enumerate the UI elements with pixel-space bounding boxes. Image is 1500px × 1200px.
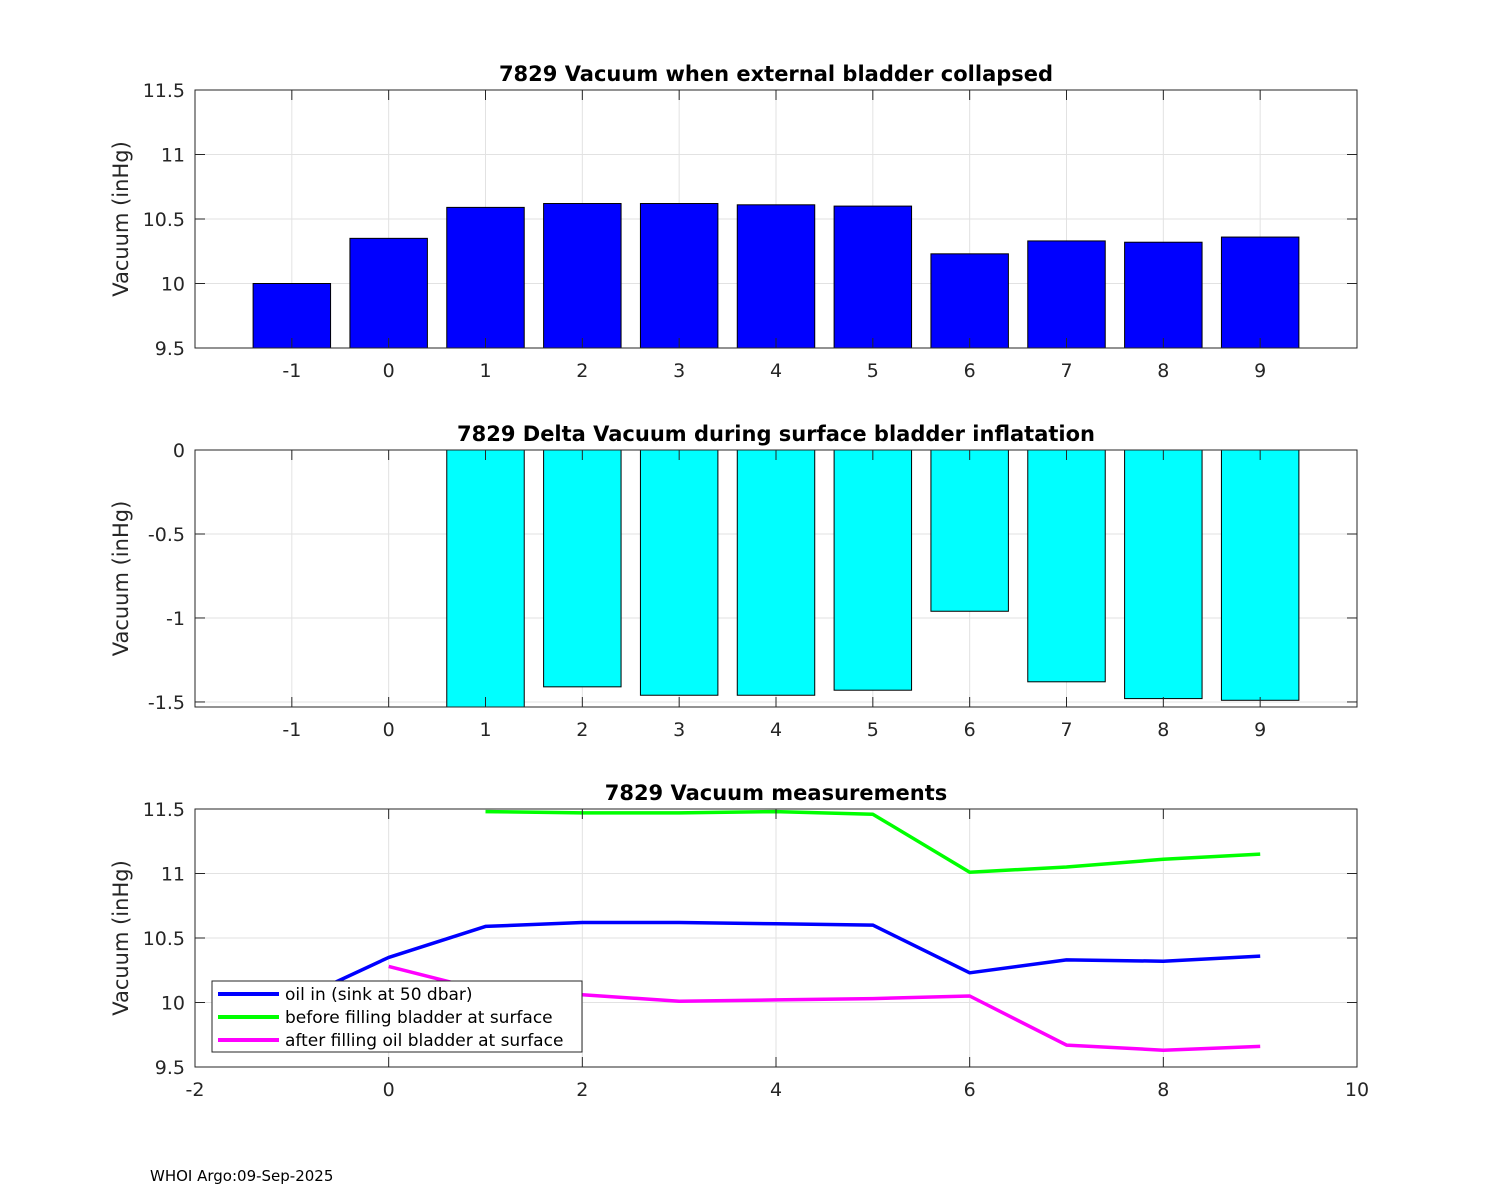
chart-title: 7829 Delta Vacuum during surface bladder… xyxy=(457,422,1095,446)
bar xyxy=(349,237,428,348)
bar xyxy=(639,450,719,696)
x-tick-label: 10 xyxy=(1345,1079,1369,1101)
y-axis-label: Vacuum (inHg) xyxy=(109,501,133,657)
bar xyxy=(833,205,913,348)
y-tick-label: 10.5 xyxy=(143,209,185,231)
x-tick-label: 3 xyxy=(673,360,685,382)
y-tick-label: -1.5 xyxy=(148,692,185,714)
x-tick-label: 8 xyxy=(1157,1079,1169,1101)
bar xyxy=(446,450,525,707)
y-axis-label: Vacuum (inHg) xyxy=(109,141,133,297)
x-tick-label: 4 xyxy=(770,719,782,741)
x-tick-label: 8 xyxy=(1157,719,1169,741)
y-tick-label: 11.5 xyxy=(143,799,185,821)
y-tick-label: -0.5 xyxy=(148,524,185,546)
x-tick-label: 2 xyxy=(576,360,588,382)
bar xyxy=(1124,450,1203,700)
bar xyxy=(639,203,719,348)
bar xyxy=(833,450,913,691)
plot-vacuum-measurements: 7829 Vacuum measurements Vacuum (inHg) -2 0… xyxy=(109,781,1369,1101)
bar xyxy=(930,450,1009,612)
x-tick-label: -2 xyxy=(186,1079,205,1101)
bar xyxy=(736,204,816,348)
y-tick-label: 10 xyxy=(161,993,185,1015)
chart-title: 7829 Vacuum when external bladder collap… xyxy=(499,62,1053,86)
x-tick-label: -1 xyxy=(282,360,301,382)
series-line xyxy=(291,920,1261,1005)
x-tick-label: 8 xyxy=(1157,360,1169,382)
y-tick-label: 0 xyxy=(173,440,185,462)
legend-label: before filling bladder at surface xyxy=(285,1008,553,1028)
bar-group xyxy=(446,450,1300,707)
y-tick-label: 11.5 xyxy=(143,80,185,102)
x-tick-label: 5 xyxy=(867,360,879,382)
x-tick-label: 7 xyxy=(1060,360,1072,382)
x-tick-label: 2 xyxy=(576,719,588,741)
legend-label: after filling oil bladder at surface xyxy=(285,1031,563,1051)
y-tick-label: -1 xyxy=(166,608,185,630)
bar xyxy=(252,283,332,348)
y-tick-label: 9.5 xyxy=(155,1057,185,1079)
y-tick-label: 9.5 xyxy=(155,338,185,360)
y-tick-label: 10.5 xyxy=(143,928,185,950)
bar xyxy=(1220,450,1300,701)
x-tick-label: 5 xyxy=(867,719,879,741)
y-axis-label: Vacuum (inHg) xyxy=(109,860,133,1016)
x-tick-label: 0 xyxy=(383,1079,395,1101)
x-tick-label: 4 xyxy=(770,360,782,382)
bar xyxy=(1124,241,1203,348)
y-tick-label: 11 xyxy=(161,864,185,886)
x-tick-label: 4 xyxy=(770,1079,782,1101)
x-tick-label: 6 xyxy=(964,719,976,741)
bar xyxy=(736,450,816,696)
legend-label: oil in (sink at 50 dbar) xyxy=(285,985,473,1005)
x-tick-label: 2 xyxy=(576,1079,588,1101)
x-tick-label: 1 xyxy=(479,719,491,741)
bar xyxy=(1027,450,1106,683)
bar-group xyxy=(252,203,1300,348)
x-tick-label: 6 xyxy=(964,1079,976,1101)
x-tick-label: 9 xyxy=(1254,360,1266,382)
bar xyxy=(543,203,622,348)
footer-credit: WHOI Argo:09-Sep-2025 xyxy=(150,1167,334,1185)
x-tick-label: 6 xyxy=(964,360,976,382)
series-line xyxy=(485,809,1261,874)
bar xyxy=(930,253,1009,348)
y-tick-label: 10 xyxy=(161,274,185,296)
bar xyxy=(543,450,622,688)
x-tick-label: 3 xyxy=(673,719,685,741)
plot-vacuum-collapsed: 7829 Vacuum when external bladder collap… xyxy=(109,62,1358,382)
x-tick-label: 1 xyxy=(479,360,491,382)
chart-title: 7829 Vacuum measurements xyxy=(605,781,948,805)
plot-delta-vacuum: 7829 Delta Vacuum during surface bladder… xyxy=(109,422,1358,741)
bar xyxy=(446,206,525,348)
bar xyxy=(1220,236,1300,348)
x-tick-label: 0 xyxy=(383,360,395,382)
y-tick-label: 11 xyxy=(161,145,185,167)
x-tick-label: -1 xyxy=(282,719,301,741)
x-tick-label: 0 xyxy=(383,719,395,741)
bar xyxy=(1027,240,1106,348)
x-tick-label: 7 xyxy=(1060,719,1072,741)
x-tick-label: 9 xyxy=(1254,719,1266,741)
